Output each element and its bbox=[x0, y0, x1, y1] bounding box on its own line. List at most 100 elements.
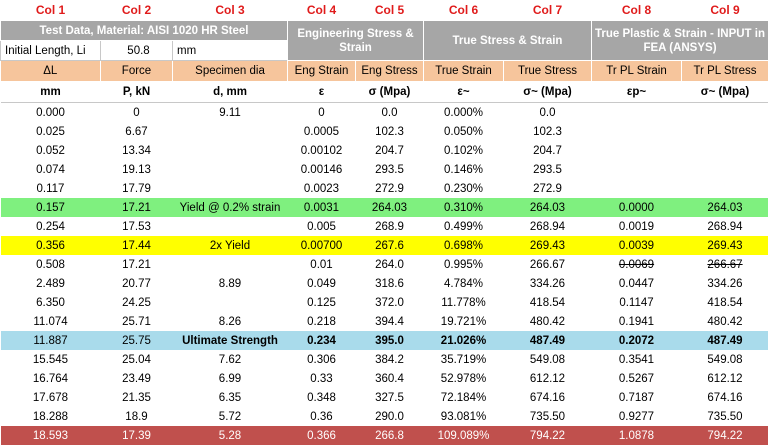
group-header-row: Test Data, Material: AISI 1020 HR Steel … bbox=[1, 21, 768, 41]
cell-eng-stress: 290.0 bbox=[356, 407, 424, 426]
col-label-9: Col 9 bbox=[682, 0, 768, 21]
cell-delta-l: 0.254 bbox=[1, 217, 101, 236]
cell-eng-strain: 0.36 bbox=[288, 407, 356, 426]
cell-specimen-dia: 7.62 bbox=[173, 350, 288, 369]
cell-eng-strain: 0.0023 bbox=[288, 179, 356, 198]
cell-eng-strain: 0.306 bbox=[288, 350, 356, 369]
cell-true-stress: 674.16 bbox=[504, 388, 592, 407]
cell-true-strain: 0.698% bbox=[424, 236, 504, 255]
initial-length-value: 50.8 bbox=[101, 41, 173, 61]
group-true: True Stress & Strain bbox=[424, 21, 592, 61]
cell-specimen-dia: Ultimate Strength bbox=[173, 331, 288, 350]
cell-eng-strain: 0.049 bbox=[288, 274, 356, 293]
cell-true-stress: 266.67 bbox=[504, 255, 592, 274]
cell-pl-stress: 674.16 bbox=[682, 388, 768, 407]
cell-specimen-dia bbox=[173, 217, 288, 236]
cell-specimen-dia: 2x Yield bbox=[173, 236, 288, 255]
cell-pl-strain: 0.0019 bbox=[592, 217, 682, 236]
cell-true-strain: 0.310% bbox=[424, 198, 504, 217]
cell-true-strain: 109.089% bbox=[424, 426, 504, 445]
cell-pl-stress: 487.49 bbox=[682, 331, 768, 350]
cell-pl-strain bbox=[592, 160, 682, 179]
cell-pl-stress: 612.12 bbox=[682, 369, 768, 388]
col-label-6: Col 6 bbox=[424, 0, 504, 21]
cell-eng-strain: 0.348 bbox=[288, 388, 356, 407]
cell-specimen-dia: 6.99 bbox=[173, 369, 288, 388]
cell-true-stress: 487.49 bbox=[504, 331, 592, 350]
cell-specimen-dia bbox=[173, 255, 288, 274]
unit-delta-l: mm bbox=[1, 81, 101, 103]
cell-eng-stress: 394.4 bbox=[356, 312, 424, 331]
cell-force: 25.75 bbox=[101, 331, 173, 350]
cell-specimen-dia: 6.35 bbox=[173, 388, 288, 407]
cell-delta-l: 0.356 bbox=[1, 236, 101, 255]
cell-eng-stress: 384.2 bbox=[356, 350, 424, 369]
col-label-8: Col 8 bbox=[592, 0, 682, 21]
cell-force: 6.67 bbox=[101, 122, 173, 141]
cell-eng-strain: 0.01 bbox=[288, 255, 356, 274]
cell-true-strain: 93.081% bbox=[424, 407, 504, 426]
cell-specimen-dia: 8.26 bbox=[173, 312, 288, 331]
cell-true-strain: 0.230% bbox=[424, 179, 504, 198]
header-pl-strain: Tr PL Strain bbox=[592, 61, 682, 82]
cell-eng-stress: 102.3 bbox=[356, 122, 424, 141]
header-eng-strain: Eng Strain bbox=[288, 61, 356, 82]
cell-pl-strain: 0.2072 bbox=[592, 331, 682, 350]
col-label-2: Col 2 bbox=[101, 0, 173, 21]
cell-specimen-dia bbox=[173, 179, 288, 198]
cell-true-stress: 612.12 bbox=[504, 369, 592, 388]
cell-delta-l: 18.288 bbox=[1, 407, 101, 426]
cell-specimen-dia bbox=[173, 160, 288, 179]
cell-true-stress: 549.08 bbox=[504, 350, 592, 369]
cell-force: 21.35 bbox=[101, 388, 173, 407]
cell-pl-strain: 0.0000 bbox=[592, 198, 682, 217]
cell-eng-stress: 267.6 bbox=[356, 236, 424, 255]
cell-force: 20.77 bbox=[101, 274, 173, 293]
cell-true-stress: 264.03 bbox=[504, 198, 592, 217]
cell-force: 25.04 bbox=[101, 350, 173, 369]
cell-true-strain: 21.026% bbox=[424, 331, 504, 350]
cell-true-stress: 794.22 bbox=[504, 426, 592, 445]
cell-delta-l: 2.489 bbox=[1, 274, 101, 293]
units-row: mm P, kN d, mm ε σ (Mpa) ε~ σ~ (Mpa) εp~… bbox=[1, 81, 768, 103]
cell-true-stress: 293.5 bbox=[504, 160, 592, 179]
cell-pl-strain bbox=[592, 141, 682, 160]
cell-force: 0 bbox=[101, 103, 173, 123]
header-true-stress: True Stress bbox=[504, 61, 592, 82]
cell-eng-stress: 266.8 bbox=[356, 426, 424, 445]
cell-eng-stress: 372.0 bbox=[356, 293, 424, 312]
header-row: ΔL Force Specimen dia Eng Strain Eng Str… bbox=[1, 61, 768, 82]
cell-true-stress: 204.7 bbox=[504, 141, 592, 160]
cell-pl-strain bbox=[592, 122, 682, 141]
cell-eng-stress: 264.03 bbox=[356, 198, 424, 217]
cell-force: 17.53 bbox=[101, 217, 173, 236]
cell-true-strain: 0.146% bbox=[424, 160, 504, 179]
cell-true-stress: 0.0 bbox=[504, 103, 592, 123]
cell-pl-stress: 549.08 bbox=[682, 350, 768, 369]
unit-pl-strain: εp~ bbox=[592, 81, 682, 103]
cell-true-stress: 272.9 bbox=[504, 179, 592, 198]
cell-delta-l: 15.545 bbox=[1, 350, 101, 369]
cell-eng-strain: 0.125 bbox=[288, 293, 356, 312]
cell-true-stress: 102.3 bbox=[504, 122, 592, 141]
header-true-strain: True Strain bbox=[424, 61, 504, 82]
cell-pl-stress: 266.67 bbox=[682, 255, 768, 274]
cell-pl-strain bbox=[592, 179, 682, 198]
group-test-data: Test Data, Material: AISI 1020 HR Steel bbox=[1, 21, 288, 41]
cell-delta-l: 0.508 bbox=[1, 255, 101, 274]
cell-true-stress: 735.50 bbox=[504, 407, 592, 426]
cell-pl-stress: 794.22 bbox=[682, 426, 768, 445]
col-label-3: Col 3 bbox=[173, 0, 288, 21]
header-delta-l: ΔL bbox=[1, 61, 101, 82]
cell-delta-l: 6.350 bbox=[1, 293, 101, 312]
cell-delta-l: 0.052 bbox=[1, 141, 101, 160]
cell-true-strain: 72.184% bbox=[424, 388, 504, 407]
